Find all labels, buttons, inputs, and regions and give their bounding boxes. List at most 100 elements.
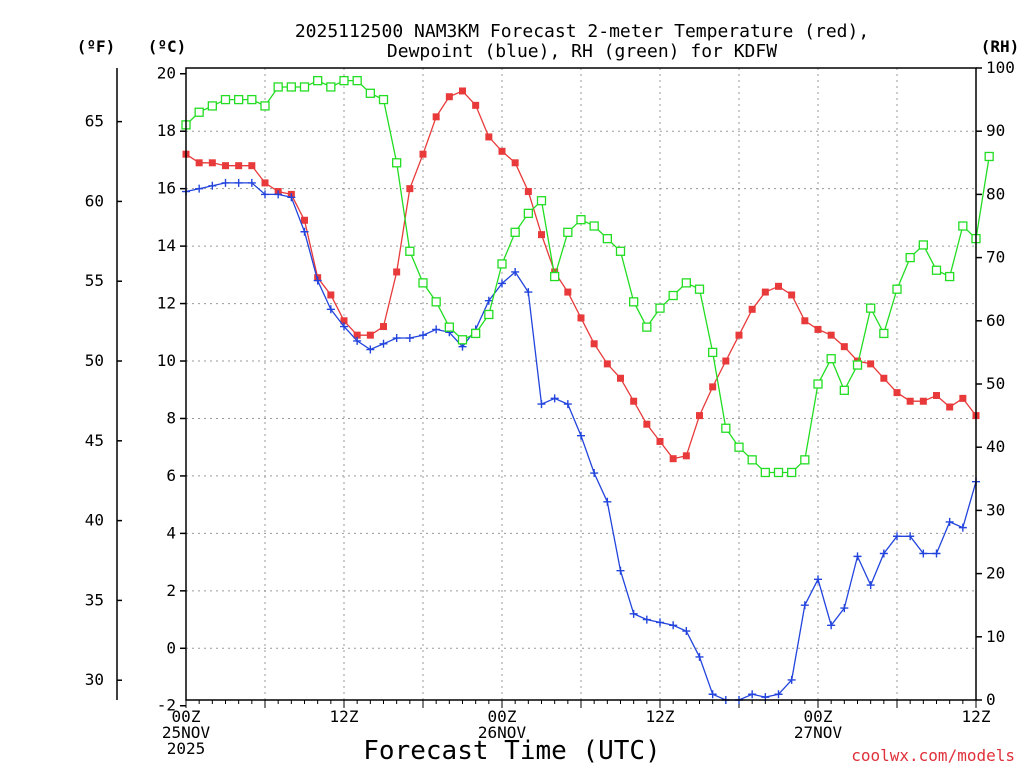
- temperature-point: [577, 314, 585, 322]
- temperature-point: [393, 268, 401, 276]
- title-line-2: Dewpoint (blue), RH (green) for KDFW: [387, 41, 777, 62]
- fahrenheit-tick-label: 40: [85, 511, 104, 530]
- rh-point: [708, 347, 718, 358]
- rh-tick-label: 40: [986, 437, 1005, 456]
- dewpoint-point: [498, 279, 506, 288]
- fahrenheit-tick-label: 50: [85, 351, 104, 370]
- rh-point: [339, 75, 349, 86]
- fahrenheit-tick-label: 45: [85, 431, 104, 450]
- temperature-point: [235, 162, 243, 170]
- x-tick-label: 25NOV: [162, 723, 211, 742]
- rh-point: [734, 442, 744, 452]
- rh-point: [668, 290, 678, 301]
- dewpoint-point: [840, 604, 849, 613]
- celsius-tick-label: 20: [157, 64, 176, 83]
- celsius-tick-label: 6: [166, 466, 176, 485]
- temperature-point: [919, 397, 927, 405]
- temperature-point: [564, 288, 572, 296]
- dewpoint-point: [800, 601, 809, 610]
- rh-point: [550, 271, 560, 282]
- fahrenheit-tick-label: 35: [85, 590, 104, 609]
- rh-point: [629, 297, 639, 307]
- celsius-tick-label: -2: [157, 696, 176, 715]
- x-tick-label: 00Z: [488, 707, 517, 726]
- rh-point: [352, 75, 362, 86]
- celsius-tick-label: 12: [157, 294, 176, 313]
- temperature-point: [617, 374, 624, 382]
- rh-point: [589, 221, 599, 231]
- rh-point: [905, 252, 915, 263]
- rh-line: [185, 79, 990, 474]
- rh-point: [378, 94, 389, 105]
- x-tick-label: 2025: [167, 739, 206, 758]
- temperature-point: [222, 162, 229, 170]
- temperature-point: [524, 188, 532, 196]
- x-tick-label: 12Z: [330, 707, 359, 726]
- temperature-point: [775, 282, 782, 290]
- temperature-point: [353, 331, 361, 339]
- temperature-point: [538, 231, 545, 239]
- temperature-point: [656, 437, 664, 445]
- rh-point: [642, 322, 652, 332]
- rh-point: [839, 385, 849, 395]
- dewpoint-point: [195, 184, 204, 193]
- dewpoint-point: [313, 276, 322, 285]
- rh-point: [234, 94, 244, 105]
- dewpoint-point: [221, 178, 230, 187]
- chart-title: 2025112500 NAM3KM Forecast 2-meter Tempe…: [295, 21, 869, 62]
- temperature-point: [459, 87, 466, 95]
- temperature-point: [366, 331, 374, 339]
- temperature-point: [867, 360, 875, 368]
- rh-axis-label: (RH): [981, 37, 1020, 56]
- rh-point: [392, 158, 402, 168]
- x-tick-label: 00Z: [172, 707, 201, 726]
- dewpoint-point: [590, 469, 599, 478]
- rh-point: [984, 151, 994, 162]
- rh-tick-label: 80: [986, 184, 1005, 203]
- temperature-point: [301, 216, 308, 224]
- rh-tick-label: 20: [986, 564, 1005, 583]
- temperature-point: [814, 325, 822, 333]
- rh-point: [273, 82, 283, 92]
- dewpoint-point: [656, 618, 664, 627]
- x-axis-title: Forecast Time (UTC): [363, 736, 660, 766]
- temperature-point: [709, 383, 717, 391]
- dewpoint-point: [537, 400, 546, 409]
- rh-tick-label: 100: [986, 58, 1015, 77]
- dewpoint-point: [524, 288, 533, 297]
- temperature-point: [603, 360, 611, 368]
- rh-point: [457, 335, 468, 345]
- dewpoint-point: [695, 652, 704, 661]
- celsius-tick-label: 4: [166, 523, 176, 542]
- rh-point: [892, 284, 902, 294]
- dewpoint-point: [682, 627, 691, 636]
- dewpoint-point: [432, 325, 441, 334]
- temperature-point: [682, 452, 690, 460]
- rh-point: [852, 360, 863, 370]
- rh-point: [194, 107, 204, 117]
- rh-point: [299, 82, 310, 92]
- dewpoint-point: [945, 517, 954, 526]
- temperature-point: [893, 389, 901, 397]
- temperature-point: [906, 397, 914, 405]
- x-tick-label: 12Z: [646, 707, 675, 726]
- title-line-1: 2025112500 NAM3KM Forecast 2-meter Tempe…: [295, 21, 869, 42]
- rh-point: [918, 240, 928, 250]
- dewpoint-point: [550, 394, 559, 403]
- dewpoint-point: [774, 690, 783, 699]
- rh-point: [576, 215, 586, 225]
- rh-point: [602, 233, 612, 244]
- dewpoint-point: [484, 296, 493, 305]
- celsius-tick-label: 16: [157, 179, 176, 198]
- rh-point: [655, 303, 665, 313]
- dewpoint-point: [577, 431, 585, 440]
- dewpoint-point: [932, 549, 941, 558]
- dewpoint-point: [392, 334, 401, 343]
- temperature-point: [933, 391, 940, 399]
- dewpoint-point: [326, 305, 335, 314]
- rh-point: [484, 309, 494, 320]
- x-tick-label: 12Z: [962, 707, 991, 726]
- temperature-point: [195, 159, 203, 167]
- rh-point: [681, 278, 691, 288]
